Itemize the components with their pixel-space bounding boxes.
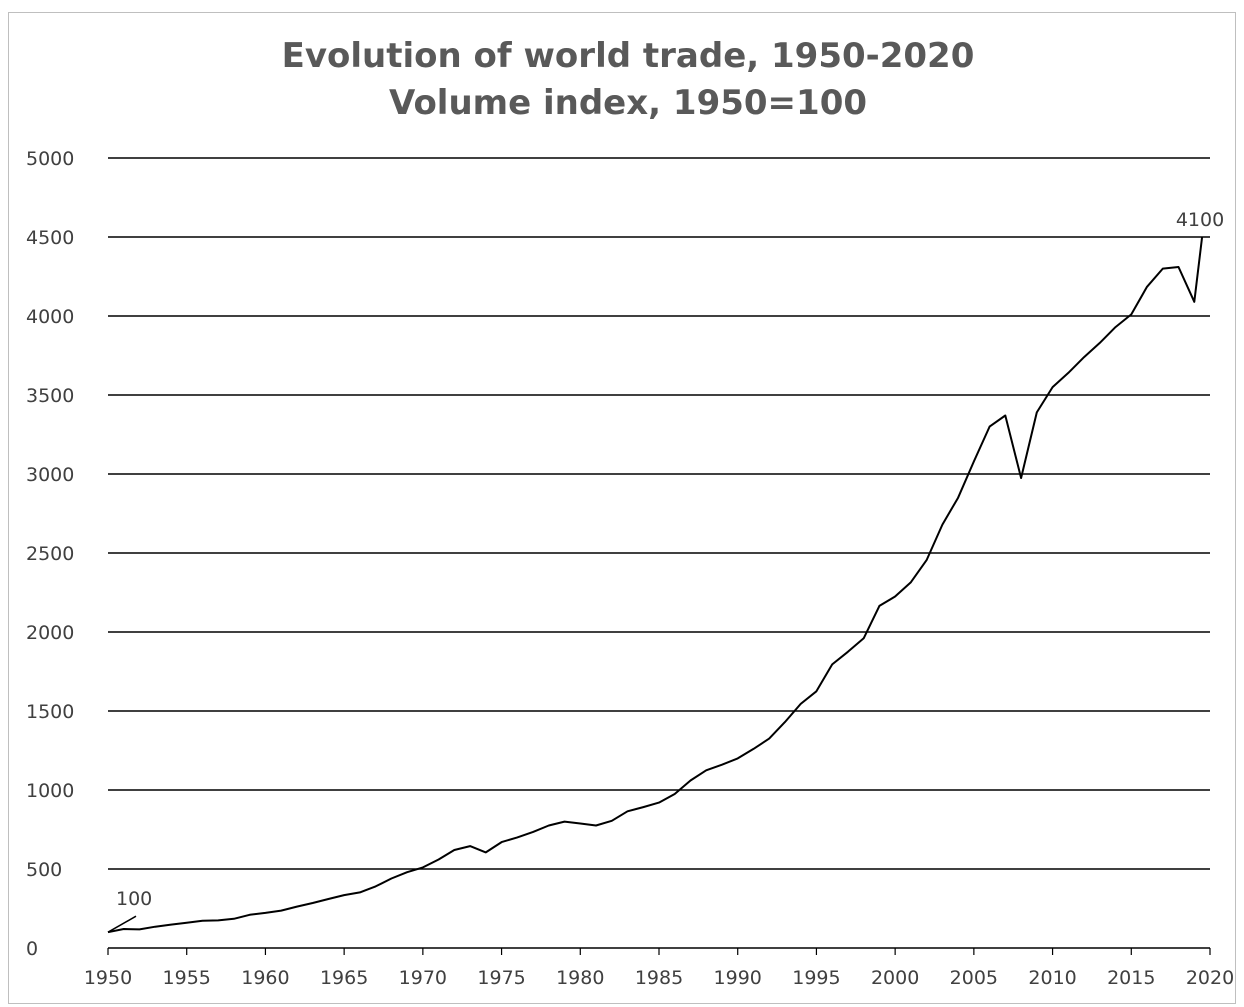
y-tick-label: 2500 xyxy=(26,543,74,565)
x-tick-label: 2005 xyxy=(950,967,998,989)
y-tick-label: 4500 xyxy=(26,227,74,249)
x-tick-label: 1955 xyxy=(163,967,211,989)
y-tick-label: 5000 xyxy=(26,148,74,170)
x-tick-label: 1980 xyxy=(556,967,604,989)
chart-frame xyxy=(8,12,1236,1004)
y-tick-label: 500 xyxy=(26,859,62,881)
gridlines xyxy=(108,157,1210,870)
annotations: 100 4100 xyxy=(107,209,1224,933)
chart-subtitle: Volume index, 1950=100 xyxy=(389,83,867,123)
series-group xyxy=(107,236,1204,934)
x-tick-label: 2015 xyxy=(1107,967,1155,989)
series-line xyxy=(107,236,1204,934)
y-tick-label: 3500 xyxy=(26,385,74,407)
x-tick-label: 1950 xyxy=(84,967,132,989)
x-tick-label: 1975 xyxy=(477,967,525,989)
x-tick-label: 1960 xyxy=(241,967,289,989)
y-tick-label: 4000 xyxy=(26,306,74,328)
x-axis: 1950 1955 1960 1965 1970 1975 1980 1985 1990 1995… xyxy=(84,947,1234,989)
x-tick-label: 1990 xyxy=(714,967,762,989)
y-axis: 0 500 1000 1500 2000 2500 3000 3500 4000 4500 5000 xyxy=(26,148,74,960)
x-tick-label: 1995 xyxy=(792,967,840,989)
y-tick-label: 2000 xyxy=(26,622,74,644)
annotation-leader xyxy=(107,915,137,933)
x-tick-label: 1970 xyxy=(399,967,447,989)
x-tick-label: 1985 xyxy=(635,967,683,989)
y-tick-label: 1000 xyxy=(26,780,74,802)
y-tick-label: 0 xyxy=(26,938,38,960)
x-tick-label: 2000 xyxy=(871,967,919,989)
x-tick-label: 2020 xyxy=(1186,967,1234,989)
annotation-end-label: 4100 xyxy=(1176,209,1224,231)
y-tick-label: 1500 xyxy=(26,701,74,723)
x-tick-label: 1965 xyxy=(320,967,368,989)
annotation-start-label: 100 xyxy=(116,888,152,910)
chart-title: Evolution of world trade, 1950-2020 xyxy=(282,36,975,76)
y-tick-label: 3000 xyxy=(26,464,74,486)
x-tick-label: 2010 xyxy=(1028,967,1076,989)
